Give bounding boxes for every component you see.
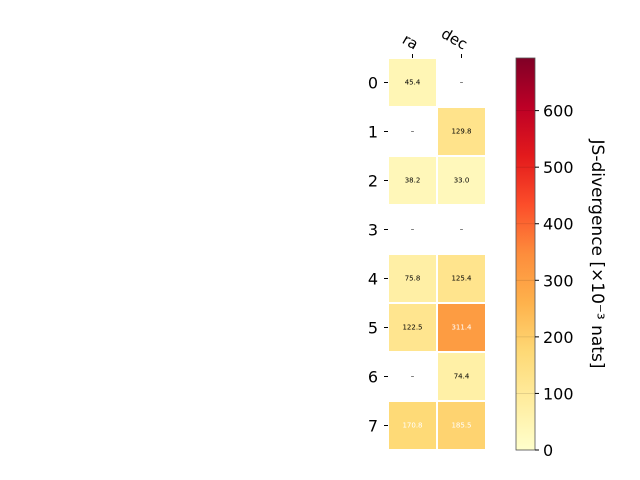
cell-label: – [460, 79, 464, 87]
row-label: 7 [368, 417, 378, 436]
heatmap-cell [389, 402, 436, 449]
row-label: 1 [368, 123, 378, 142]
heatmap-cell [389, 59, 436, 106]
heatmap-cell [389, 255, 436, 302]
column-labels: ra dec [399, 24, 471, 58]
colorbar-tick-label: 400 [543, 215, 574, 234]
cell-label: 170.8 [402, 422, 422, 430]
colorbar-tick-label: 0 [543, 441, 553, 460]
colorbar-tick-label: 200 [543, 328, 574, 347]
heatmap-cell [389, 157, 436, 204]
row-label: 5 [368, 319, 378, 338]
cell-label: 125.4 [451, 275, 472, 283]
heatmap-cell [438, 402, 485, 449]
row-label: 2 [368, 172, 378, 191]
heatmap-cell [389, 304, 436, 351]
heatmap-cell [438, 108, 485, 155]
row-label: 3 [368, 221, 378, 240]
colorbar-label: JS-divergence [×10⁻³ nats] [587, 139, 607, 369]
cell-label: – [460, 226, 464, 234]
colorbar-gradient [515, 57, 536, 451]
heatmap-cell [438, 157, 485, 204]
cell-label: – [411, 226, 415, 234]
row-label: 0 [368, 74, 378, 93]
cell-label: 45.4 [405, 79, 421, 87]
colorbar-tick-label: 300 [543, 271, 574, 290]
heatmap-cell [438, 255, 485, 302]
heatmap-cell [438, 353, 485, 400]
column-label: ra [399, 30, 421, 53]
cell-label: 122.5 [402, 324, 422, 332]
row-label: 4 [368, 270, 378, 289]
column-label: dec [438, 24, 470, 53]
colorbar-tick-label: 100 [543, 384, 574, 403]
colorbar: 0 100 200 300 400 500 600 JS-divergence [×10⁻³ … [515, 57, 607, 460]
cell-label: – [411, 373, 415, 381]
cell-label: 129.8 [451, 128, 471, 136]
colorbar-tick-label: 600 [543, 102, 574, 121]
cell-label: 185.5 [451, 422, 471, 430]
cell-label: 75.8 [405, 275, 421, 283]
row-label: 6 [368, 368, 378, 387]
cell-label: 74.4 [454, 373, 470, 381]
heatmap-cell [438, 304, 485, 351]
cell-label: 33.0 [454, 177, 470, 185]
colorbar-tick-label: 500 [543, 158, 574, 177]
row-labels: 0 1 2 3 4 5 6 7 [368, 74, 388, 436]
cell-label: 38.2 [405, 177, 421, 185]
cell-label: 311.4 [451, 324, 472, 332]
heatmap-cells: 45.4 – – 129.8 38.2 33.0 – – 75.8 125.4 122.5 311.4… [389, 59, 485, 449]
cell-label: – [411, 128, 415, 136]
